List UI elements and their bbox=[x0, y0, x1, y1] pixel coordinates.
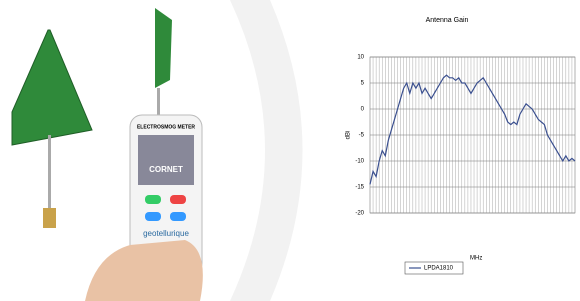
button bbox=[170, 212, 186, 221]
hand bbox=[85, 240, 203, 301]
y-tick-label: -10 bbox=[355, 159, 364, 165]
meter-label: ELECTROSMOG METER bbox=[137, 124, 195, 130]
button bbox=[170, 195, 186, 204]
decor-arc bbox=[230, 0, 303, 301]
button bbox=[145, 195, 161, 204]
photo: ELECTROSMOG METER CORNET geotellurique bbox=[12, 0, 303, 301]
pcb-antenna bbox=[12, 30, 92, 145]
y-tick-label: -5 bbox=[359, 133, 365, 139]
y-tick-label: 5 bbox=[361, 81, 365, 87]
button bbox=[145, 212, 161, 221]
y-axis-label: dBi bbox=[346, 131, 352, 140]
rod-2 bbox=[157, 88, 160, 116]
legend-label: LPDA1810 bbox=[424, 266, 454, 272]
rod bbox=[48, 135, 51, 210]
y-tick-label: -20 bbox=[355, 211, 364, 217]
y-tick-label: -15 bbox=[355, 185, 364, 191]
meter-screen bbox=[138, 135, 194, 185]
pcb-antenna-2 bbox=[155, 8, 172, 88]
y-tick-label: 0 bbox=[361, 107, 365, 113]
x-axis-label: MHz bbox=[470, 256, 482, 262]
y-tick-label: 10 bbox=[357, 55, 364, 61]
chart: Antenna Gain dBi MHz -20 -15 -10 -5 0 5 10 LPDA… bbox=[346, 17, 575, 274]
chart-title: Antenna Gain bbox=[426, 17, 469, 24]
connector bbox=[43, 208, 56, 228]
meter-logo: geotellurique bbox=[143, 229, 189, 238]
meter-brand: CORNET bbox=[149, 165, 183, 174]
page: ELECTROSMOG METER CORNET geotellurique A… bbox=[0, 0, 580, 301]
